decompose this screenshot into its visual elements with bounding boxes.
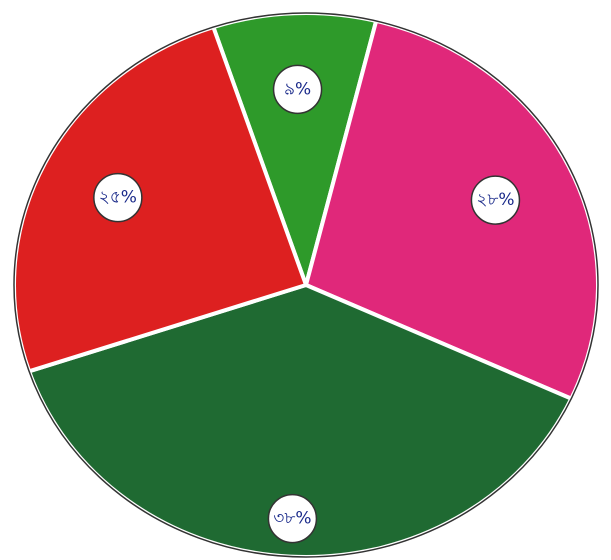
pie-outline bbox=[13, 12, 599, 558]
value-label: ২৫% bbox=[99, 188, 137, 208]
label-badge bbox=[272, 64, 323, 115]
label-badge bbox=[93, 172, 143, 223]
label-badge bbox=[470, 175, 521, 225]
value-label: ৩৮% bbox=[273, 509, 311, 529]
label-badge bbox=[267, 493, 318, 544]
value-label: ২৮% bbox=[476, 190, 514, 210]
value-label: ৯% bbox=[284, 79, 311, 99]
